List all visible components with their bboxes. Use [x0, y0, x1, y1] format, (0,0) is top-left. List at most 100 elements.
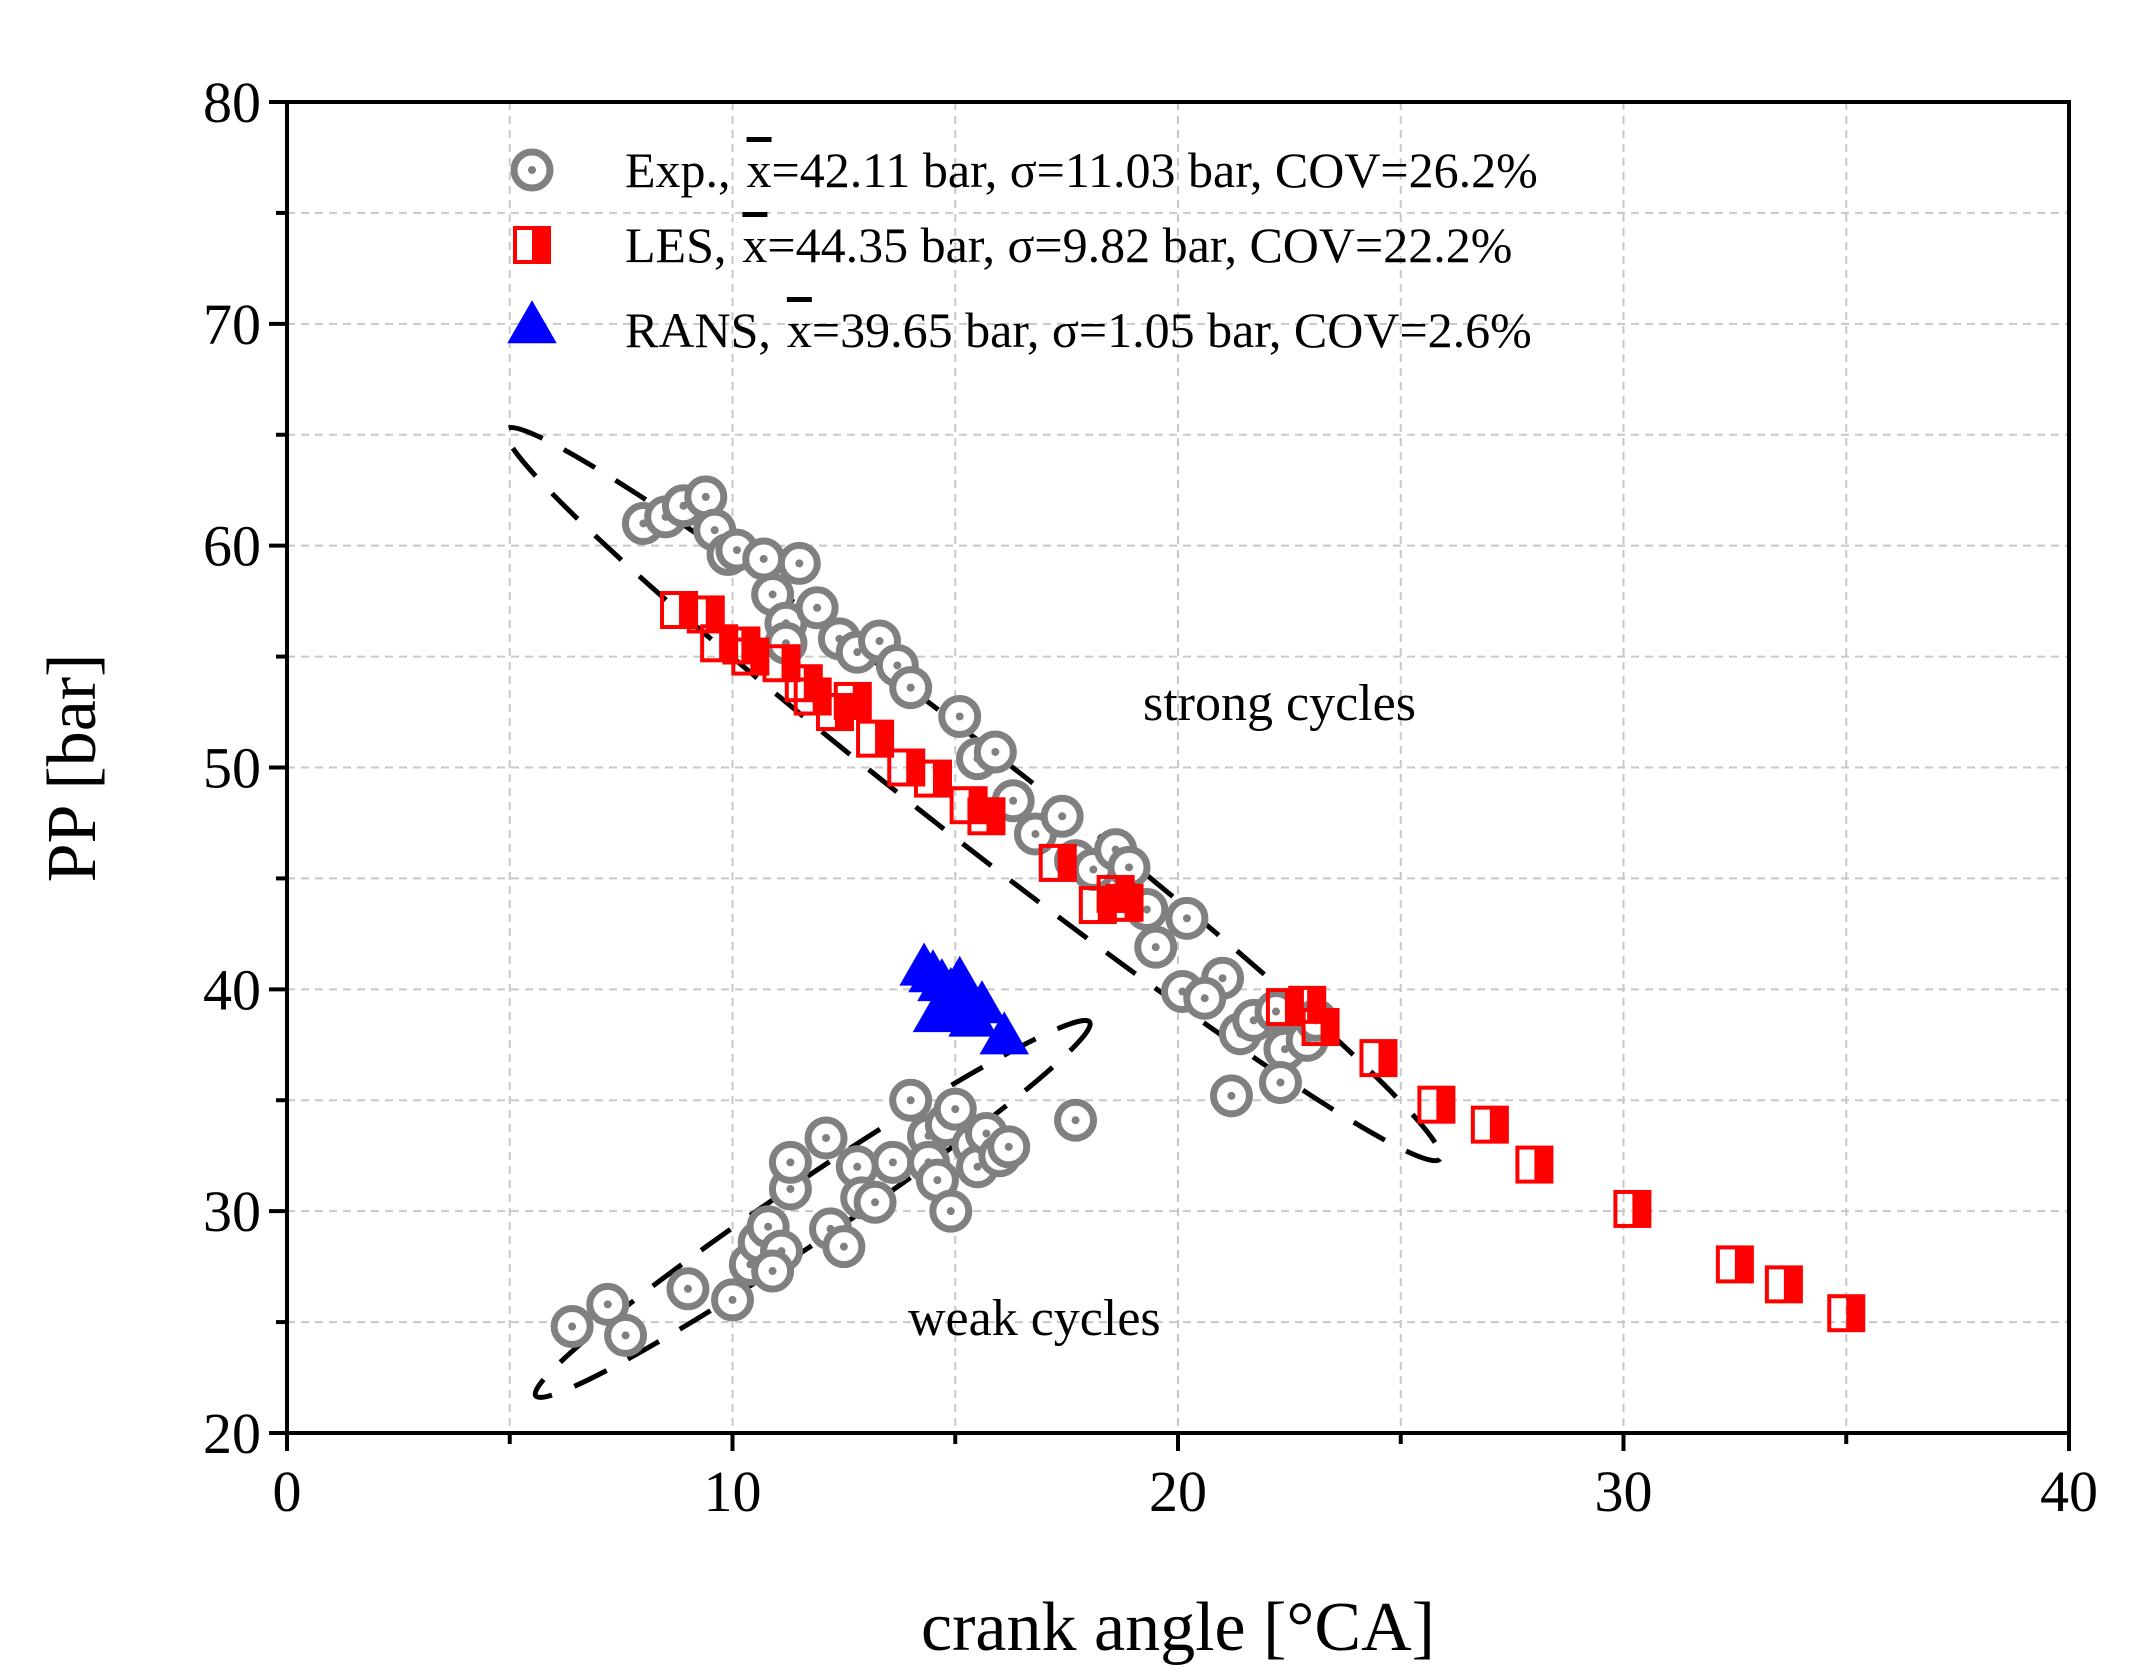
point-les-outline — [1038, 843, 1077, 882]
point-les — [1359, 1039, 1398, 1078]
point-exp-dot — [946, 1207, 955, 1216]
point-exp-dot — [759, 554, 768, 563]
cycle-regions — [502, 425, 1444, 1400]
point-les — [1764, 1265, 1803, 1304]
point-les-fill — [705, 597, 723, 632]
point-exp — [711, 1278, 754, 1322]
point-les-fill — [1124, 885, 1142, 920]
point-exp-dot — [906, 1096, 915, 1105]
point-exp-dot — [728, 1295, 737, 1304]
svg-text:Exp.,x=42.11 bar, σ=11.03 bar,: Exp., x=42.11 bar, σ=11.03 bar, COV=26.2% — [625, 142, 1538, 198]
point-exp-dot — [1182, 914, 1191, 923]
point-exp-dot — [1124, 863, 1133, 872]
point-exp — [889, 1078, 933, 1122]
point-exp-dot — [839, 1242, 848, 1251]
point-exp-dot — [1071, 1116, 1080, 1125]
point-exp-dot — [701, 492, 710, 501]
point-les-outline — [1764, 1265, 1803, 1304]
point-exp — [666, 1267, 710, 1311]
legend-marker-exp — [510, 148, 554, 192]
point-exp — [768, 1140, 812, 1184]
point-exp-dot — [786, 1158, 795, 1167]
point-exp — [550, 1305, 594, 1349]
legend-entry-les: LES, x=44.35 bar, σ=9.82 bar, COV=22.2% — [513, 217, 1512, 273]
legend-mean-symbol-rans: x — [787, 302, 812, 358]
point-les-outline — [967, 797, 1006, 836]
point-exp-dot — [822, 1133, 831, 1142]
point-les-outline — [1613, 1189, 1652, 1228]
point-les — [1515, 1145, 1554, 1184]
point-les-fill — [1783, 1267, 1801, 1302]
point-exp-dot — [875, 637, 884, 646]
legend-mean-symbol-exp: x — [747, 142, 772, 198]
point-les-outline — [1417, 1085, 1456, 1124]
point-exp-dot — [955, 712, 964, 721]
point-exp — [586, 1282, 630, 1326]
legend-marker-les — [513, 226, 551, 264]
point-les-fill — [932, 761, 950, 796]
point-les-fill — [1284, 990, 1302, 1025]
point-les — [686, 595, 725, 634]
point-les-fill — [1320, 1010, 1338, 1045]
point-exp-dot — [853, 648, 862, 657]
point-exp-dot — [603, 1300, 612, 1309]
legend-symbol-les-outline — [513, 226, 551, 264]
legend-label-les: LES, — [625, 217, 726, 273]
point-exp — [929, 1189, 973, 1233]
point-exp-dot — [1031, 830, 1040, 839]
point-les-fill — [1307, 987, 1325, 1022]
point-les-outline — [660, 590, 699, 629]
point-les — [1470, 1105, 1509, 1144]
point-exp-dot — [906, 683, 915, 692]
point-exp — [889, 666, 933, 710]
point-les-outline — [1288, 985, 1327, 1024]
point-exp-dot — [1227, 1091, 1236, 1100]
point-les-outline — [913, 759, 952, 798]
point-exp-dot — [973, 1162, 982, 1171]
point-les — [1038, 843, 1077, 882]
point-exp-dot — [982, 1129, 991, 1138]
point-exp-dot — [768, 590, 777, 599]
point-exp-dot — [813, 603, 822, 612]
x-tick-label: 30 — [1595, 1459, 1653, 1524]
point-exp — [777, 541, 821, 585]
point-exp-dot — [853, 1162, 862, 1171]
point-exp-dot — [933, 1176, 942, 1185]
point-exp — [973, 730, 1017, 774]
point-exp-dot — [1058, 812, 1067, 821]
point-les-outline — [686, 595, 725, 634]
point-exp — [1040, 794, 1084, 838]
point-exp-dot — [710, 526, 719, 535]
point-les-fill — [1846, 1296, 1864, 1331]
point-les — [1105, 883, 1144, 922]
point-les — [1613, 1189, 1652, 1228]
point-les-outline — [1265, 988, 1304, 1027]
point-exp — [604, 1313, 648, 1357]
point-exp — [938, 694, 982, 738]
point-exp-dot — [1089, 865, 1098, 874]
legend-stats-exp: =42.11 bar, σ=11.03 bar, COV=26.2% — [772, 142, 1538, 198]
point-exp — [1183, 976, 1227, 1020]
point-les-outline — [833, 681, 872, 720]
point-les-outline — [1827, 1294, 1866, 1333]
point-les-outline — [1470, 1105, 1509, 1144]
point-exp-dot — [1276, 1078, 1285, 1087]
y-tick-label: 30 — [203, 1179, 261, 1244]
point-exp — [933, 1087, 977, 1131]
point-les-fill — [986, 799, 1004, 834]
y-tick-label: 40 — [203, 957, 261, 1022]
point-les — [1827, 1294, 1866, 1333]
point-exp — [1209, 1074, 1253, 1118]
y-tick-label: 80 — [203, 70, 261, 135]
point-exp — [742, 537, 786, 581]
point-les-outline — [887, 748, 926, 787]
y-tick-label: 60 — [203, 514, 261, 579]
legend-symbol-exp-dot — [528, 166, 536, 174]
point-les-fill — [1057, 845, 1075, 880]
data-points — [550, 475, 1866, 1357]
point-exp-dot — [621, 1331, 630, 1340]
legend-entry-rans: RANS, x=39.65 bar, σ=1.05 bar, COV=2.6% — [507, 300, 1532, 358]
point-les-outline — [700, 624, 739, 663]
point-les — [967, 797, 1006, 836]
point-les-outline — [1105, 883, 1144, 922]
